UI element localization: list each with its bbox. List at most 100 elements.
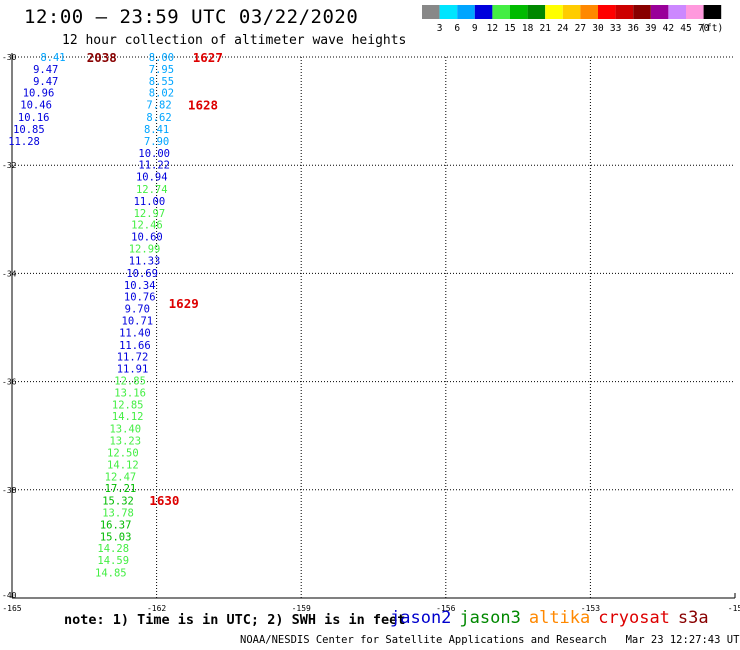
swh-value: 12.74: [136, 184, 168, 196]
swh-value: 10.69: [126, 268, 158, 280]
swh-value: 10.96: [23, 88, 55, 100]
chart-time-labels: 2038 1627 1628 1629 1630: [87, 50, 223, 508]
swh-value: 10.76: [124, 292, 156, 304]
color-swatch: [422, 5, 440, 19]
color-scale-unit: (ft): [700, 23, 723, 34]
color-scale-label: 21: [539, 23, 551, 34]
swh-value: 7.90: [144, 136, 169, 148]
swh-value: 15.03: [100, 531, 132, 543]
swh-value: 13.23: [109, 436, 141, 448]
color-swatch: [650, 5, 669, 19]
color-scale-label: 36: [627, 23, 639, 34]
footer-note: note: 1) Time is in UTC; 2) SWH is in fe…: [64, 612, 406, 628]
y-tick-label: -40: [2, 591, 17, 600]
swh-value: 10.46: [20, 100, 52, 112]
x-tick-label: -156: [436, 604, 455, 613]
swh-value: 11.72: [117, 352, 149, 364]
swh-value: 12.47: [105, 471, 137, 483]
swh-value: 10.85: [13, 124, 45, 136]
satellite-legend-altika: altika: [528, 608, 591, 628]
y-tick-label: -38: [2, 486, 17, 495]
color-scale-label: 9: [472, 23, 478, 34]
color-swatch: [598, 5, 616, 19]
swh-value: 12.85: [114, 376, 146, 388]
swh-value: 12.46: [131, 220, 163, 232]
swh-value: 10.94: [136, 172, 168, 184]
color-swatch: [580, 5, 598, 19]
color-scale-legend: 3 6 9 12 15 18 21 24 27 30 33 36 39 42 45 70(ft): [422, 5, 723, 34]
swh-value: 9.47: [33, 76, 58, 88]
color-swatch: [474, 5, 493, 19]
color-scale-label: 33: [610, 23, 621, 34]
swh-value: 10.71: [122, 315, 154, 327]
swh-value: 14.12: [112, 411, 144, 423]
color-scale-label: 18: [522, 23, 534, 34]
swh-value: 11.28: [8, 136, 40, 148]
swh-value: 11.22: [138, 160, 170, 172]
color-scale-label: 42: [663, 23, 674, 34]
color-scale-label: 70: [698, 23, 710, 34]
color-scale-label: 27: [575, 23, 586, 34]
color-swatch: [615, 5, 634, 19]
y-tick-label: -34: [2, 269, 17, 278]
swh-value: 8.41: [40, 52, 65, 64]
x-tick-label: -159: [292, 604, 311, 613]
color-swatch: [492, 5, 510, 19]
swh-value: 11.40: [119, 327, 151, 339]
time-label: 1629: [169, 296, 199, 311]
swh-value: 16.37: [100, 519, 132, 531]
color-swatch: [686, 5, 704, 19]
swh-value: 17.21: [105, 483, 137, 495]
color-swatch: [439, 5, 458, 19]
swh-value: 8.00: [149, 52, 174, 64]
swh-value: 9.70: [125, 304, 150, 316]
swh-value: 10.34: [124, 280, 156, 292]
swh-value: 10.16: [18, 112, 50, 124]
swh-value: 13.16: [114, 387, 146, 399]
color-swatch: [527, 5, 546, 19]
time-label: 1630: [149, 493, 179, 508]
swh-value: 8.41: [144, 124, 169, 136]
swh-value: 8.02: [149, 88, 174, 100]
color-swatch: [545, 5, 563, 19]
swh-value: 11.00: [134, 196, 166, 208]
swh-value: 14.59: [97, 555, 129, 567]
swh-value: 7.82: [146, 100, 171, 112]
time-label: 1627: [193, 50, 223, 65]
swh-value: 13.78: [102, 508, 134, 520]
swh-value: 10.00: [138, 148, 170, 160]
color-scale-label: 30: [592, 23, 604, 34]
swh-value: 15.32: [102, 496, 134, 508]
swh-value: 8.55: [149, 76, 174, 88]
swh-value: 11.91: [117, 364, 149, 376]
swh-value: 12.99: [129, 244, 161, 256]
page-subtitle: 12 hour collection of altimeter wave hei…: [62, 33, 407, 48]
color-swatch: [562, 5, 581, 19]
color-swatch: [703, 5, 722, 19]
swh-value: 12.50: [107, 447, 139, 459]
color-swatch: [510, 5, 528, 19]
satellite-legend-jason3: jason3: [459, 608, 521, 628]
color-swatch: [668, 5, 686, 19]
page-title: 12:00 – 23:59 UTC 03/22/2020: [24, 6, 359, 28]
color-scale-label: 3: [437, 23, 443, 34]
chart-axes: -30 -32 -34 -36 -38 -40 -165 -162 -159 -156 -153 -1…: [2, 53, 740, 613]
swh-value: 14.28: [97, 543, 129, 555]
y-tick-label: -36: [2, 378, 17, 387]
x-tick-label: -165: [2, 604, 21, 613]
swh-value: 11.33: [129, 255, 161, 267]
color-scale-label: 12: [487, 23, 498, 34]
swh-value: 12.97: [134, 208, 166, 220]
color-swatch: [633, 5, 651, 19]
swh-value: 12.85: [112, 399, 144, 411]
color-swatch: [457, 5, 475, 19]
satellite-legend-s3a: s3a: [677, 608, 709, 628]
satellite-legend: jason2 jason3 altika cryosat s3a: [390, 608, 717, 628]
time-label: 1628: [188, 98, 218, 113]
swh-value: 13.40: [109, 424, 141, 436]
swh-value: 14.12: [107, 459, 139, 471]
color-scale-label: 15: [504, 23, 515, 34]
chart-grid: [12, 56, 735, 598]
chart-points: 8.419.479.4710.9610.4610.1610.8511.288.0…: [8, 52, 174, 580]
